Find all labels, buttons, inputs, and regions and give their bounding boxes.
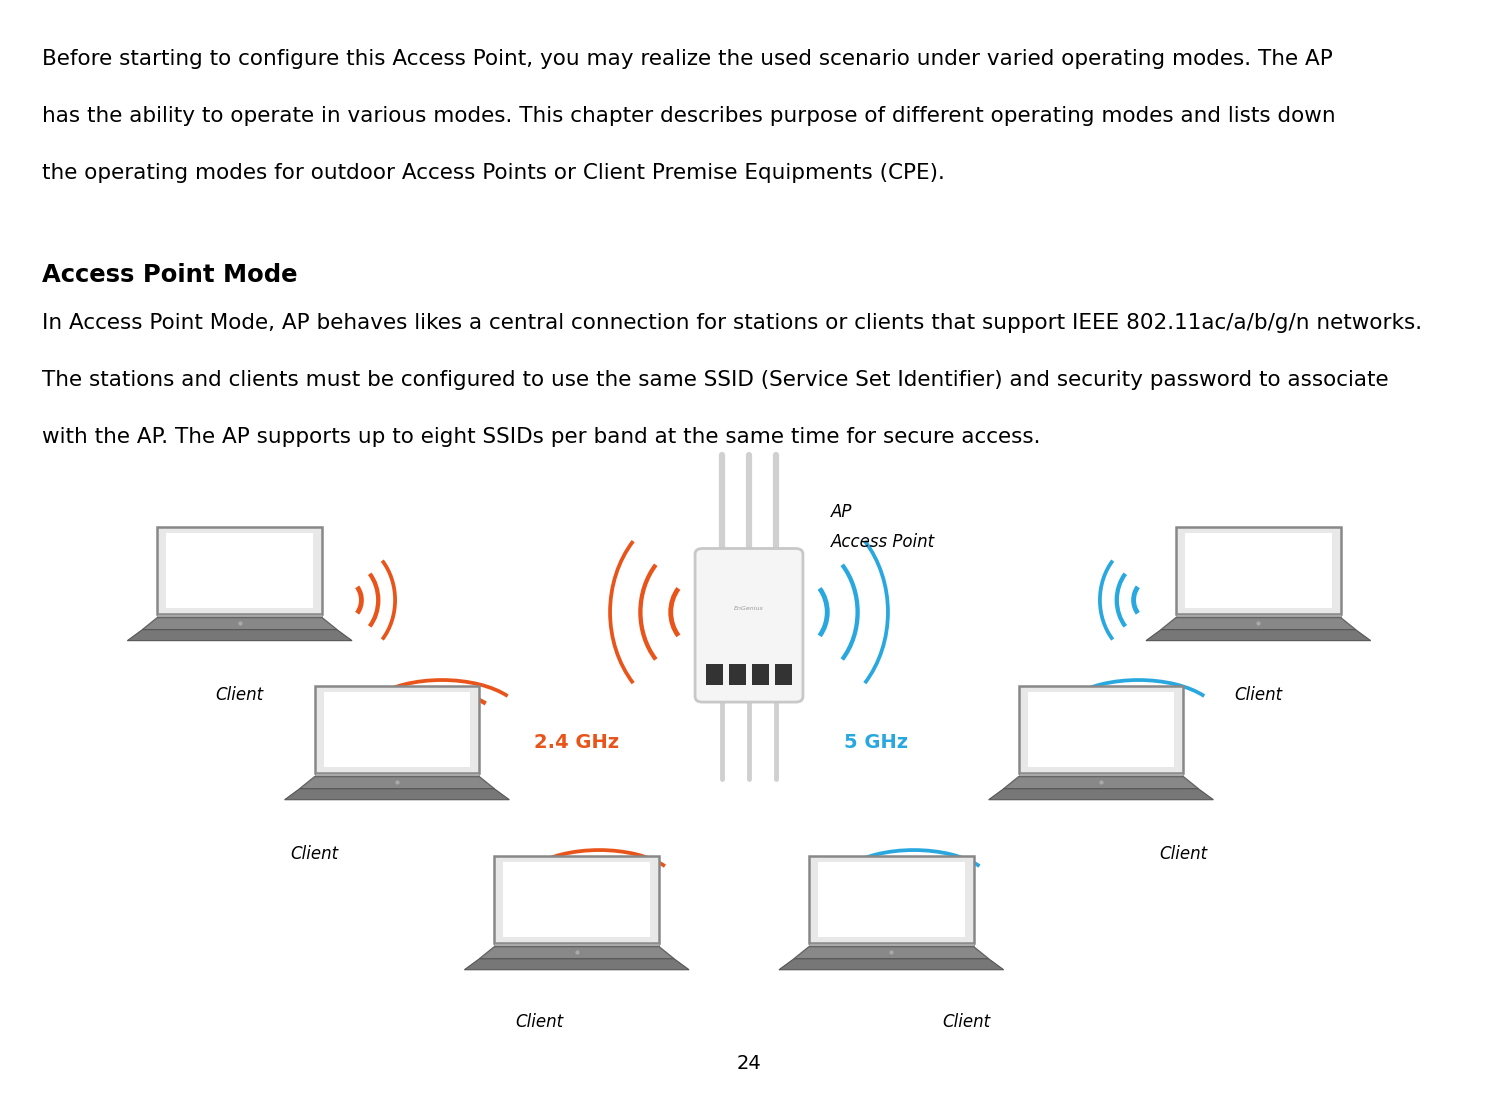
- Polygon shape: [315, 686, 479, 773]
- Polygon shape: [809, 856, 974, 943]
- Polygon shape: [1176, 614, 1341, 618]
- Text: In Access Point Mode, AP behaves likes a central connection for stations or clie: In Access Point Mode, AP behaves likes a…: [42, 313, 1422, 332]
- Polygon shape: [1028, 692, 1174, 767]
- Text: has the ability to operate in various modes. This chapter describes purpose of d: has the ability to operate in various mo…: [42, 106, 1336, 126]
- Polygon shape: [315, 773, 479, 777]
- Text: Access Point Mode: Access Point Mode: [42, 263, 298, 287]
- Polygon shape: [1019, 686, 1183, 773]
- Polygon shape: [1161, 618, 1356, 630]
- Polygon shape: [157, 614, 322, 618]
- Polygon shape: [818, 862, 965, 937]
- Text: 2.4 GHz: 2.4 GHz: [535, 733, 619, 751]
- Text: Client: Client: [291, 845, 339, 862]
- FancyBboxPatch shape: [752, 664, 768, 686]
- Text: 5 GHz: 5 GHz: [845, 733, 908, 751]
- FancyBboxPatch shape: [695, 548, 803, 702]
- Polygon shape: [1146, 630, 1371, 641]
- Polygon shape: [285, 789, 509, 800]
- Text: Client: Client: [1159, 845, 1207, 862]
- FancyBboxPatch shape: [706, 664, 722, 686]
- Polygon shape: [494, 856, 659, 943]
- Polygon shape: [464, 959, 689, 970]
- Text: AP: AP: [831, 504, 852, 521]
- Polygon shape: [324, 692, 470, 767]
- Polygon shape: [503, 862, 650, 937]
- Text: with the AP. The AP supports up to eight SSIDs per band at the same time for sec: with the AP. The AP supports up to eight…: [42, 427, 1041, 446]
- Text: The stations and clients must be configured to use the same SSID (Service Set Id: The stations and clients must be configu…: [42, 370, 1389, 389]
- Polygon shape: [127, 630, 352, 641]
- Text: Client: Client: [1234, 686, 1282, 703]
- Polygon shape: [809, 943, 974, 947]
- Polygon shape: [157, 527, 322, 614]
- Polygon shape: [300, 777, 494, 789]
- Polygon shape: [1019, 773, 1183, 777]
- Polygon shape: [779, 959, 1004, 970]
- Polygon shape: [494, 943, 659, 947]
- Text: 24: 24: [737, 1054, 761, 1073]
- Polygon shape: [142, 618, 337, 630]
- Text: EnGenius: EnGenius: [734, 606, 764, 611]
- Text: Client: Client: [216, 686, 264, 703]
- FancyBboxPatch shape: [776, 664, 792, 686]
- Text: Access Point: Access Point: [831, 533, 936, 551]
- Polygon shape: [989, 789, 1213, 800]
- Text: the operating modes for outdoor Access Points or Client Premise Equipments (CPE): the operating modes for outdoor Access P…: [42, 163, 945, 183]
- Polygon shape: [479, 947, 674, 959]
- Text: Client: Client: [515, 1013, 563, 1030]
- Text: Before starting to configure this Access Point, you may realize the used scenari: Before starting to configure this Access…: [42, 49, 1333, 69]
- Polygon shape: [166, 533, 313, 608]
- FancyBboxPatch shape: [730, 664, 746, 686]
- Polygon shape: [1185, 533, 1332, 608]
- Polygon shape: [1004, 777, 1198, 789]
- Text: Client: Client: [942, 1013, 990, 1030]
- Polygon shape: [794, 947, 989, 959]
- Polygon shape: [1176, 527, 1341, 614]
